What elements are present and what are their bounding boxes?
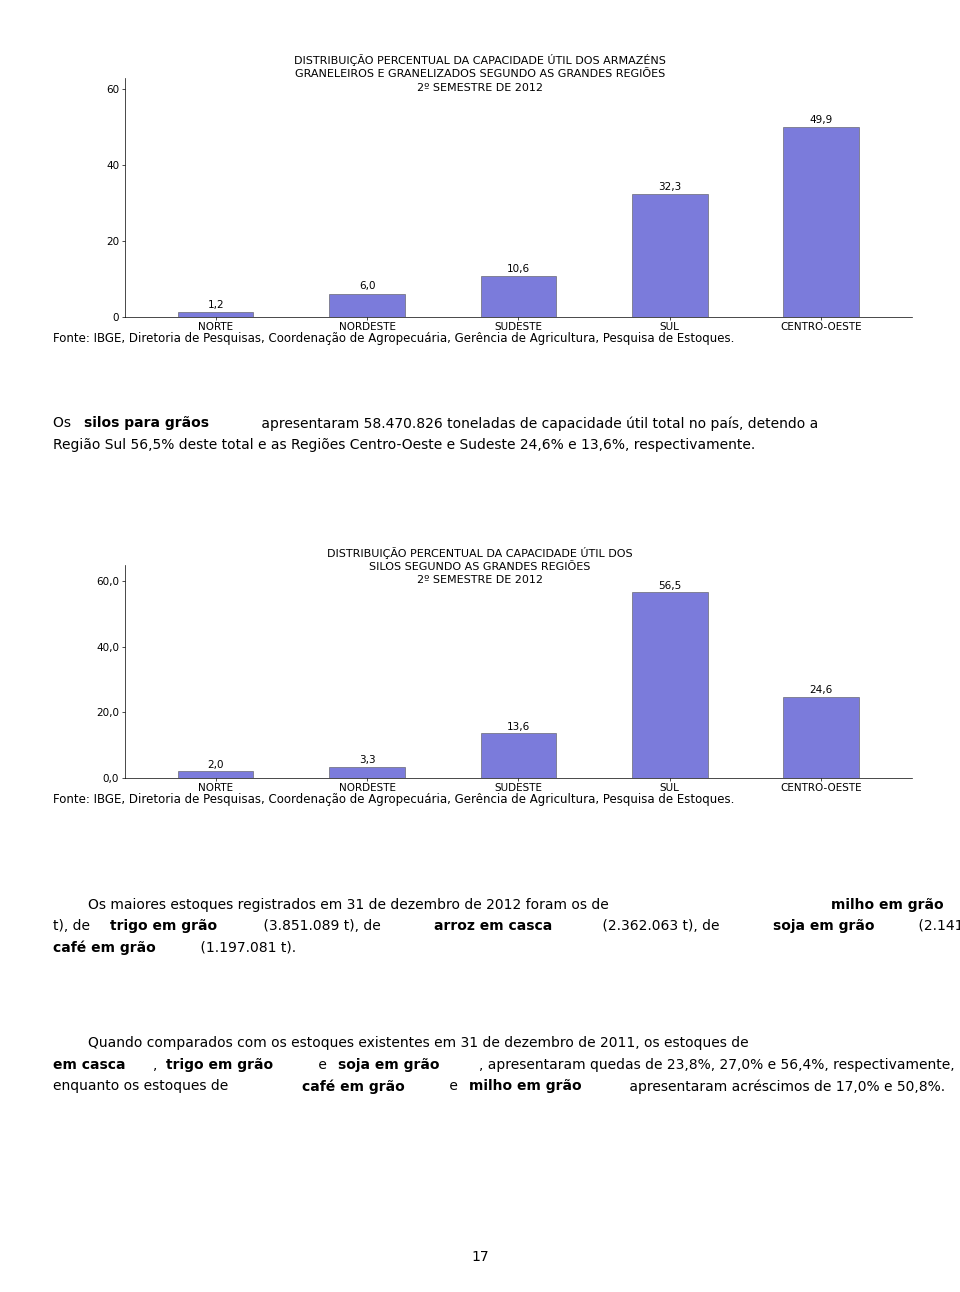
Text: e: e [445, 1079, 462, 1093]
Text: Fonte: IBGE, Diretoria de Pesquisas, Coordenação de Agropecuária, Gerência de Ag: Fonte: IBGE, Diretoria de Pesquisas, Coo… [53, 332, 734, 345]
Text: (2.141.626 t), e os de: (2.141.626 t), e os de [914, 920, 960, 933]
Text: 24,6: 24,6 [809, 686, 832, 695]
Text: arroz em casca: arroz em casca [434, 920, 552, 933]
Text: 1,2: 1,2 [207, 300, 224, 310]
Text: soja em grão: soja em grão [338, 1058, 440, 1071]
Text: 32,3: 32,3 [659, 182, 682, 191]
Bar [632, 194, 708, 317]
Text: (2.362.063 t), de: (2.362.063 t), de [598, 920, 725, 933]
Text: apresentaram 58.470.826 toneladas de capacidade útil total no país, detendo a: apresentaram 58.470.826 toneladas de cap… [257, 416, 819, 430]
Bar [481, 276, 556, 317]
Bar [481, 733, 556, 778]
Text: 17: 17 [471, 1249, 489, 1264]
Bar [783, 698, 859, 778]
Text: 2,0: 2,0 [207, 760, 224, 770]
Text: t), de: t), de [53, 920, 94, 933]
Text: em casca: em casca [53, 1058, 126, 1071]
Text: apresentaram acréscimos de 17,0% e 50,8%.: apresentaram acréscimos de 17,0% e 50,8%… [625, 1079, 946, 1094]
Text: milho em grão: milho em grão [468, 1079, 582, 1093]
Bar [783, 127, 859, 317]
Text: trigo em grão: trigo em grão [110, 920, 217, 933]
Text: enquanto os estoques de: enquanto os estoques de [53, 1079, 232, 1093]
Text: 49,9: 49,9 [809, 115, 832, 125]
Text: silos para grãos: silos para grãos [84, 416, 209, 430]
Text: 6,0: 6,0 [359, 282, 375, 292]
Text: ,: , [154, 1058, 162, 1071]
Bar [178, 771, 253, 778]
Text: Os: Os [53, 416, 75, 430]
Text: café em grão: café em grão [53, 941, 156, 956]
Bar [632, 593, 708, 778]
Text: 13,6: 13,6 [507, 721, 530, 731]
Text: soja em grão: soja em grão [774, 920, 875, 933]
Text: e: e [315, 1058, 332, 1071]
Bar [329, 767, 405, 778]
Bar [329, 293, 405, 317]
Text: 3,3: 3,3 [359, 756, 375, 765]
Text: 56,5: 56,5 [659, 581, 682, 590]
Text: Região Sul 56,5% deste total e as Regiões Centro-Oeste e Sudeste 24,6% e 13,6%, : Região Sul 56,5% deste total e as Regiõe… [53, 438, 756, 451]
Text: café em grão: café em grão [302, 1079, 405, 1094]
Text: DISTRIBUIÇÃO PERCENTUAL DA CAPACIDADE ÚTIL DOS ARMAZÉNS
GRANELEIROS E GRANELIZAD: DISTRIBUIÇÃO PERCENTUAL DA CAPACIDADE ÚT… [294, 54, 666, 93]
Bar [178, 311, 253, 317]
Text: (1.197.081 t).: (1.197.081 t). [196, 941, 296, 955]
Text: , apresentaram quedas de 23,8%, 27,0% e 56,4%, respectivamente,: , apresentaram quedas de 23,8%, 27,0% e … [479, 1058, 955, 1071]
Text: Quando comparados com os estoques existentes em 31 de dezembro de 2011, os estoq: Quando comparados com os estoques existe… [53, 1036, 753, 1050]
Text: DISTRIBUIÇÃO PERCENTUAL DA CAPACIDADE ÚTIL DOS
SILOS SEGUNDO AS GRANDES REGIÕES
: DISTRIBUIÇÃO PERCENTUAL DA CAPACIDADE ÚT… [327, 547, 633, 585]
Text: milho em grão: milho em grão [830, 898, 944, 912]
Text: (3.851.089 t), de: (3.851.089 t), de [259, 920, 385, 933]
Text: Os maiores estoques registrados em 31 de dezembro de 2012 foram os de: Os maiores estoques registrados em 31 de… [53, 898, 612, 912]
Text: Fonte: IBGE, Diretoria de Pesquisas, Coordenação de Agropecuária, Gerência de Ag: Fonte: IBGE, Diretoria de Pesquisas, Coo… [53, 793, 734, 806]
Text: 10,6: 10,6 [507, 264, 530, 274]
Text: trigo em grão: trigo em grão [166, 1058, 273, 1071]
